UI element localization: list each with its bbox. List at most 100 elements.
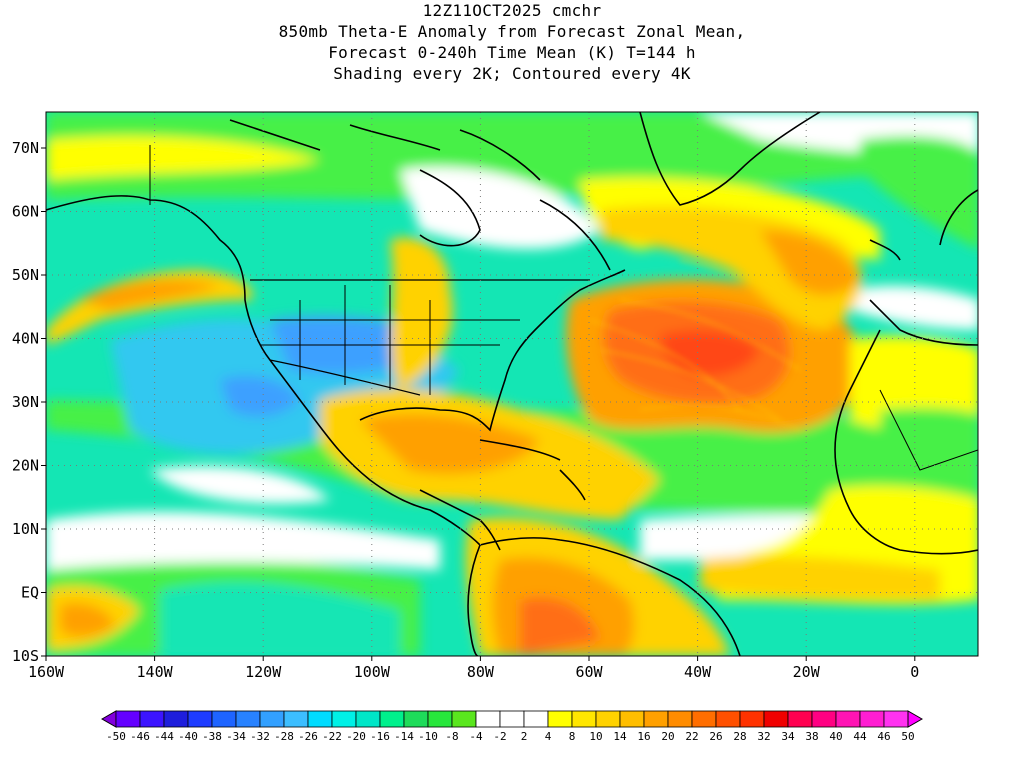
- lat-tick-label: EQ: [21, 584, 39, 602]
- field-sw-pacific-orange: [60, 602, 115, 637]
- colorbar-label: -2: [493, 730, 506, 743]
- colorbar-swatch: [259, 710, 285, 728]
- colorbar-swatch: [715, 710, 741, 728]
- lat-tick-label: 50N: [12, 266, 39, 284]
- colorbar-swatch: [499, 710, 525, 728]
- colorbar-label: -40: [178, 730, 198, 743]
- colorbar-swatch: [427, 710, 453, 728]
- colorbar-label: -10: [418, 730, 438, 743]
- colorbar-label: -26: [298, 730, 318, 743]
- colorbar-label: -4: [469, 730, 483, 743]
- colorbar-swatch: [571, 710, 597, 728]
- colorbar-swatch: [835, 710, 861, 728]
- colorbar-label: 14: [613, 730, 627, 743]
- plot-title: 12Z11OCT2025 cmchr 850mb Theta-E Anomaly…: [0, 0, 1024, 84]
- field-north-pacific-orange: [80, 280, 220, 310]
- colorbar-label: 20: [661, 730, 674, 743]
- colorbar: -50 -46 -44 -40 -38 -34 -32 -28 -26 -22 -20 -16 -14-…: [100, 710, 924, 743]
- field-equatorial-white: [46, 511, 440, 570]
- colorbar-swatch: [235, 710, 261, 728]
- colorbar-label: 44: [853, 730, 867, 743]
- colorbar-swatch: [331, 710, 357, 728]
- colorbar-swatch: [859, 710, 885, 728]
- lon-tick-label: 160W: [28, 663, 65, 681]
- colorbar-swatch: [355, 710, 381, 728]
- colorbar-swatch: [643, 710, 669, 728]
- colorbar-label: 46: [877, 730, 890, 743]
- colorbar-label: -44: [154, 730, 174, 743]
- colorbar-swatch: [883, 710, 909, 728]
- field-sahara-green: [880, 407, 978, 470]
- lat-tick-label: 10S: [12, 647, 39, 665]
- field-atlantic-core: [660, 330, 760, 377]
- colorbar-swatch: [475, 710, 501, 728]
- field-east-pacific-white: [150, 466, 330, 504]
- colorbar-label: -50: [106, 730, 126, 743]
- lon-tick-label: 20W: [793, 663, 821, 681]
- graticule: [46, 112, 978, 656]
- colorbar-label: -28: [274, 730, 294, 743]
- colorbar-swatch: [115, 710, 141, 728]
- colorbar-label: 8: [569, 730, 576, 743]
- lon-tick-label: 100W: [354, 663, 391, 681]
- colorbar-swatch: [667, 710, 693, 728]
- title-line-1: 12Z11OCT2025 cmchr: [422, 1, 602, 20]
- field-west-europe-white: [850, 285, 978, 330]
- colorbar-swatch: [523, 710, 549, 728]
- colorbar-swatch: [787, 710, 813, 728]
- field-central-us-gold: [390, 237, 453, 390]
- field-streaks: [589, 259, 831, 431]
- longitude-axis: 160W 140W 120W 100W 80W 60W 40W 20W 0: [28, 656, 919, 681]
- colorbar-label: -20: [346, 730, 366, 743]
- colorbar-swatch: [307, 710, 333, 728]
- anomaly-field: [46, 112, 978, 656]
- colorbar-high-arrow: [907, 710, 924, 728]
- colorbar-swatch: [739, 710, 765, 728]
- colorbar-label: -32: [250, 730, 270, 743]
- colorbar-label: -16: [370, 730, 390, 743]
- colorbar-label: -46: [130, 730, 150, 743]
- field-south-pacific-teal: [160, 581, 400, 656]
- colorbar-label: 40: [829, 730, 842, 743]
- colorbar-label: 34: [781, 730, 795, 743]
- field-gulf-of-guinea-gold: [700, 555, 940, 600]
- lon-tick-label: 60W: [575, 663, 603, 681]
- lat-tick-label: 70N: [12, 139, 39, 157]
- colorbar-swatch: [547, 710, 573, 728]
- lat-tick-label: 10N: [12, 520, 39, 538]
- colorbar-low-arrow: [100, 710, 117, 728]
- colorbar-label: 16: [637, 730, 650, 743]
- colorbar-swatch: [451, 710, 477, 728]
- lon-tick-label: 140W: [137, 663, 174, 681]
- colorbar-swatch: [139, 710, 165, 728]
- lon-tick-label: 80W: [467, 663, 495, 681]
- lon-tick-label: 0: [910, 663, 919, 681]
- colorbar-swatch: [763, 710, 789, 728]
- colorbar-swatch: [595, 710, 621, 728]
- colorbar-label: 28: [733, 730, 746, 743]
- colorbar-label: 26: [709, 730, 722, 743]
- latitude-axis: 70N 60N 50N 40N 30N 20N 10N EQ 10S: [12, 139, 46, 665]
- field-pacific-blue: [220, 376, 300, 417]
- colorbar-swatch: [187, 710, 213, 728]
- colorbar-swatch: [619, 710, 645, 728]
- colorbar-swatch: [403, 710, 429, 728]
- colorbar-label: 50: [901, 730, 914, 743]
- colorbar-label: 10: [589, 730, 602, 743]
- map-frame: [45, 111, 979, 657]
- colorbar-swatch: [379, 710, 405, 728]
- lon-tick-label: 120W: [245, 663, 282, 681]
- coastlines: [46, 112, 978, 656]
- colorbar-swatch: [811, 710, 837, 728]
- colorbar-label: -22: [322, 730, 342, 743]
- colorbar-label: -38: [202, 730, 222, 743]
- lat-tick-label: 30N: [12, 393, 39, 411]
- colorbar-label: -8: [445, 730, 458, 743]
- colorbar-swatch: [691, 710, 717, 728]
- lat-tick-label: 40N: [12, 330, 39, 348]
- colorbar-swatch: [211, 710, 237, 728]
- field-south-america-core: [520, 597, 600, 656]
- colorbar-label: -14: [394, 730, 414, 743]
- colorbar-label: 22: [685, 730, 698, 743]
- lat-tick-label: 20N: [12, 457, 39, 475]
